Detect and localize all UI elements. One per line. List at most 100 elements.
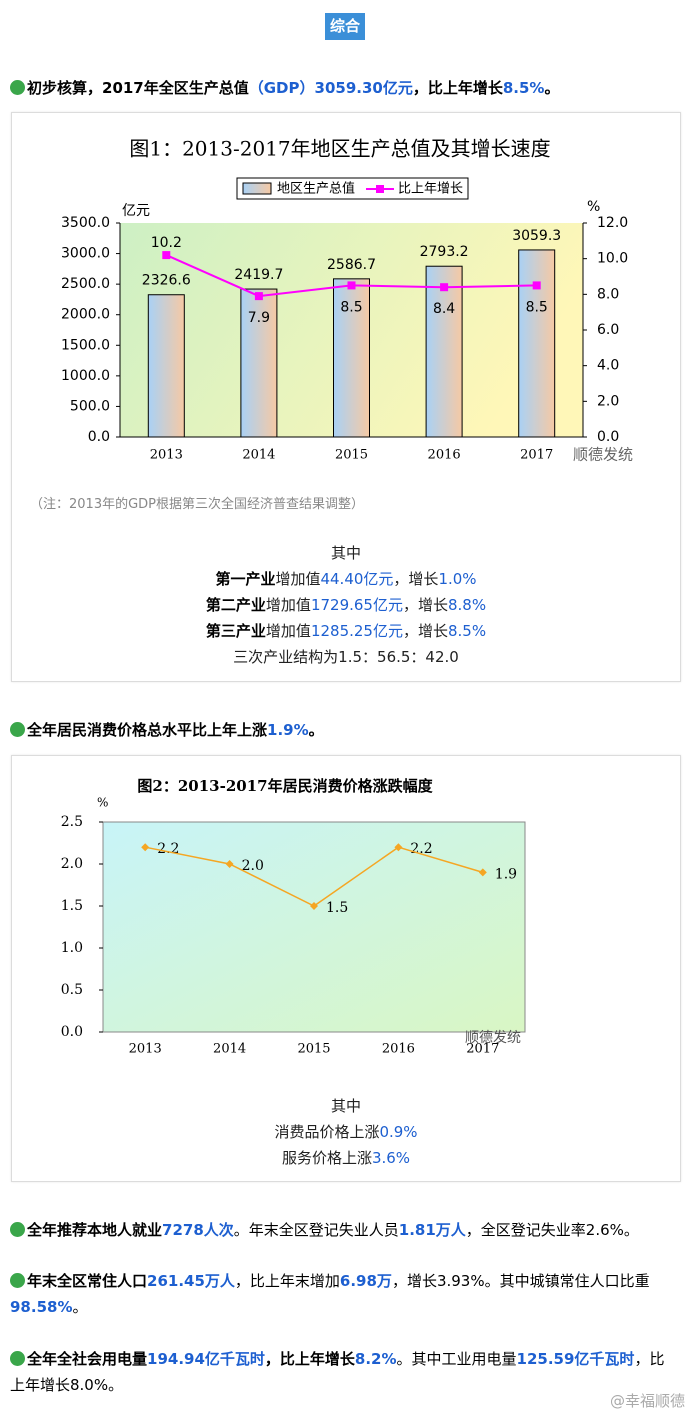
value-label: 2.2 — [157, 841, 179, 857]
chart-title: 图2：2013-2017年居民消费价格涨跌幅度 — [137, 777, 433, 795]
text-run: 261.45万人 — [147, 1272, 235, 1290]
y-tick-label: 2500.0 — [61, 276, 110, 292]
text-run: 全年居民消费价格总水平比上年上涨 — [27, 721, 268, 739]
value-label: 1.9 — [495, 866, 517, 882]
bar-value-label: 2793.2 — [420, 244, 469, 260]
text-run: 。 — [544, 79, 560, 97]
x-tick-label: 2013 — [129, 1042, 162, 1057]
y-tick-label: 3500.0 — [61, 215, 110, 231]
line-value-label: 8.4 — [433, 301, 455, 317]
y-tick-label: 2.0 — [61, 856, 83, 872]
y-tick-label: 1000.0 — [61, 368, 110, 384]
text-run: ，比上年末增加 — [234, 1272, 340, 1290]
bar-value-label: 2326.6 — [142, 273, 191, 289]
y2-tick-label: 8.0 — [597, 286, 619, 302]
line-marker — [347, 281, 356, 290]
lead-paragraph: 年末全区常住人口261.45万人，比上年末增加6.98万，增长3.93%。其中城… — [10, 1268, 678, 1320]
text-run: 98.58% — [10, 1298, 73, 1316]
y-tick-label: 0.5 — [61, 982, 83, 998]
text-run: 1285.25亿元 — [310, 622, 403, 640]
text-run: 服务价格上涨 — [281, 1149, 372, 1167]
details-title: 其中 — [330, 1097, 361, 1115]
text-run: 8.5% — [447, 622, 487, 640]
text-run: ，增长 — [402, 596, 448, 614]
y2-tick-label: 10.0 — [597, 251, 628, 267]
bullet-icon — [10, 722, 25, 737]
x-tick-label: 2017 — [466, 1042, 499, 1057]
details: 其中消费品价格上涨0.9% 服务价格上涨3.6% — [12, 1093, 680, 1171]
text-run: 第三产业 — [205, 622, 266, 640]
text-run: 全年全社会用电量 — [27, 1350, 148, 1368]
text-run: 1.81万人 — [398, 1221, 466, 1239]
x-tick-label: 2016 — [428, 448, 461, 463]
text-run: ，增长 — [393, 570, 439, 588]
y-tick-label: 500.0 — [70, 398, 110, 414]
text-run: 三次产业结构为1.5：56.5：42.0 — [233, 648, 459, 666]
bar-value-label: 3059.3 — [512, 228, 561, 244]
y2-tick-label: 0.0 — [597, 429, 619, 445]
x-tick-label: 2016 — [382, 1042, 415, 1057]
line-marker — [440, 283, 449, 292]
line-value-label: 7.9 — [248, 310, 270, 326]
bullet-icon — [10, 1222, 25, 1237]
charts: 图1：2013-2017年地区生产总值及其增长速度 0.0 500.0 1000.0 1… — [61, 137, 633, 1057]
plot-area — [102, 821, 526, 1033]
value-label: 1.5 — [326, 900, 348, 916]
text-run: 8.2% — [354, 1350, 397, 1368]
bar-value-label: 2419.7 — [234, 267, 283, 283]
text-run: 增加值 — [265, 596, 311, 614]
line-value-label: 8.5 — [526, 299, 548, 315]
y-axis-title: % — [97, 796, 108, 810]
watermark: 顺德发统 — [573, 446, 633, 464]
bar — [147, 294, 185, 438]
details-line: 消费品价格上涨0.9% — [12, 1119, 680, 1145]
lead-paragraph: 全年居民消费价格总水平比上年上涨1.9%。 — [10, 717, 678, 743]
y-tick-label: 1500.0 — [61, 337, 110, 353]
bullet-icon — [10, 1351, 25, 1366]
line-marker — [225, 860, 234, 868]
text-run: 8.8% — [447, 596, 487, 614]
bullet-icon — [10, 80, 25, 95]
x-tick-label: 2017 — [520, 448, 553, 463]
text-run: ，增长3.93%。其中城镇常住人口比重 — [391, 1272, 650, 1290]
line-value-label: 10.2 — [151, 235, 182, 251]
line-marker — [254, 292, 263, 301]
bullet-icon — [10, 1273, 25, 1288]
text-run: 194.94亿千瓦时 — [147, 1350, 265, 1368]
text-run: 1.0% — [438, 570, 477, 588]
y-tick-label: 0.0 — [88, 429, 110, 445]
line-marker — [141, 843, 150, 852]
text-run: 1.9% — [267, 721, 309, 739]
text-run: 7278人次 — [162, 1221, 234, 1239]
details-line: 三次产业结构为1.5：56.5：42.0 — [12, 644, 680, 670]
figure-box — [11, 755, 681, 1182]
text-run: 消费品价格上涨 — [274, 1123, 380, 1141]
figure-note: （注：2013年的GDP根据第三次全国经济普查结果调整） — [30, 497, 365, 512]
text-run: ，比上年增长 — [264, 1350, 355, 1368]
x-tick-label: 2015 — [335, 448, 368, 463]
text-run: 6.98万 — [339, 1272, 392, 1290]
text-run: 。 — [308, 721, 324, 739]
y2-axis-title: % — [587, 199, 600, 215]
y2-tick-label: 12.0 — [597, 215, 628, 231]
text-run: ，增长 — [402, 622, 448, 640]
text-run: （GDP）3059.30亿元 — [248, 79, 413, 97]
line-marker — [162, 251, 171, 260]
text-run: 全年推荐本地人就业 — [27, 1221, 163, 1239]
text-run: 。 — [72, 1298, 88, 1316]
details-line: 第三产业增加值1285.25亿元，增长8.5% — [12, 618, 680, 644]
details-line: 服务价格上涨3.6% — [12, 1145, 680, 1171]
y2-tick-label: 2.0 — [597, 393, 619, 409]
x-tick-label: 2014 — [213, 1042, 246, 1057]
text-run: 第二产业 — [205, 596, 266, 614]
value-label: 2.0 — [242, 858, 264, 874]
section-badge: 综合 — [325, 13, 365, 40]
y-tick-label: 0.0 — [61, 1024, 83, 1040]
lead-paragraph: 全年推荐本地人就业7278人次。年末全区登记失业人员1.81万人，全区登记失业率… — [10, 1217, 678, 1243]
y2-tick-label: 4.0 — [597, 358, 619, 374]
footer-watermark: @幸福顺德 — [609, 1392, 685, 1410]
text-run: 1729.65亿元 — [310, 596, 403, 614]
text-run: 年末全区常住人口 — [27, 1272, 148, 1290]
legend-label: 比上年增长 — [398, 182, 463, 197]
